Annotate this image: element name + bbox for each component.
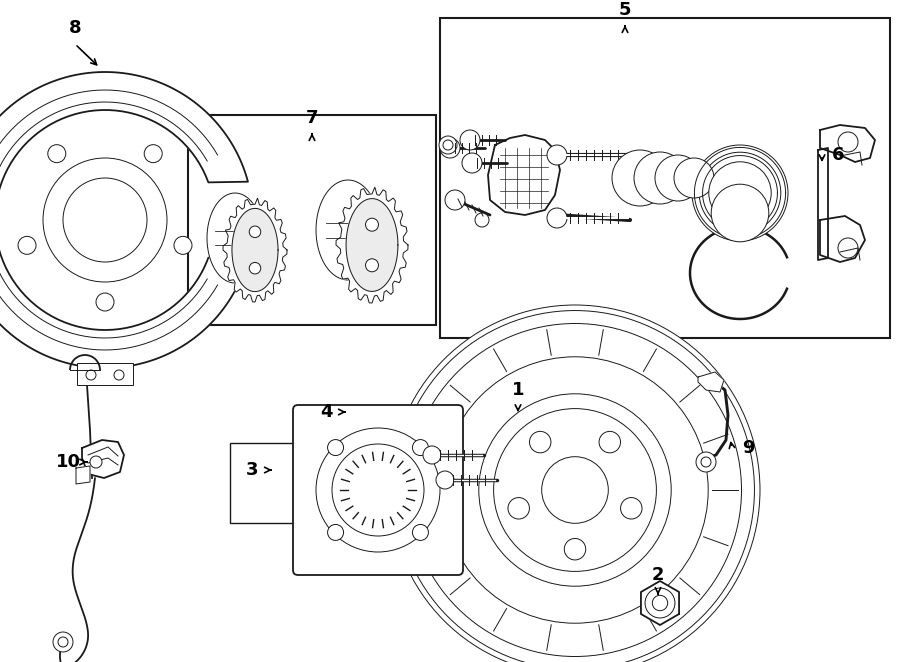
Circle shape	[462, 153, 482, 173]
Circle shape	[114, 370, 124, 380]
Text: 2: 2	[652, 566, 664, 584]
Polygon shape	[346, 199, 398, 291]
Text: 5: 5	[619, 1, 631, 19]
Polygon shape	[207, 193, 263, 283]
Circle shape	[493, 408, 656, 571]
FancyBboxPatch shape	[293, 405, 463, 575]
Circle shape	[18, 236, 36, 254]
Circle shape	[48, 145, 66, 163]
Text: 10: 10	[56, 453, 80, 471]
Bar	[440, 18, 890, 338]
Circle shape	[701, 457, 711, 467]
Circle shape	[53, 632, 73, 652]
Polygon shape	[641, 581, 680, 625]
Circle shape	[63, 178, 147, 262]
Circle shape	[599, 432, 620, 453]
Circle shape	[475, 213, 489, 227]
Circle shape	[390, 305, 760, 662]
Polygon shape	[488, 135, 560, 215]
Circle shape	[409, 324, 742, 657]
Circle shape	[412, 524, 428, 540]
Polygon shape	[76, 466, 90, 484]
Circle shape	[86, 370, 96, 380]
Polygon shape	[82, 440, 124, 478]
Circle shape	[316, 428, 440, 552]
Polygon shape	[336, 187, 408, 303]
Circle shape	[692, 145, 788, 241]
Polygon shape	[316, 180, 380, 280]
Circle shape	[249, 226, 261, 238]
Circle shape	[332, 444, 424, 536]
Polygon shape	[232, 209, 278, 291]
Circle shape	[144, 145, 162, 163]
Circle shape	[564, 538, 586, 560]
Circle shape	[43, 158, 167, 282]
Circle shape	[696, 452, 716, 472]
Circle shape	[711, 184, 769, 242]
Circle shape	[460, 130, 480, 150]
Circle shape	[436, 471, 454, 489]
Circle shape	[365, 259, 379, 272]
Circle shape	[634, 152, 686, 204]
Circle shape	[652, 595, 668, 611]
Circle shape	[612, 150, 668, 206]
Polygon shape	[698, 372, 724, 392]
Polygon shape	[820, 125, 875, 162]
Polygon shape	[0, 72, 248, 368]
Text: 6: 6	[832, 146, 844, 164]
Circle shape	[645, 588, 675, 618]
Bar	[230, 443, 342, 523]
Circle shape	[249, 262, 261, 274]
Text: 8: 8	[68, 19, 81, 37]
Text: 9: 9	[742, 439, 754, 457]
Circle shape	[328, 524, 344, 540]
Circle shape	[699, 152, 781, 234]
Circle shape	[412, 440, 428, 455]
Bar	[188, 115, 436, 325]
Circle shape	[655, 155, 701, 201]
Circle shape	[838, 132, 858, 152]
Circle shape	[174, 236, 192, 254]
Circle shape	[838, 238, 858, 258]
Text: 7: 7	[306, 109, 319, 127]
Circle shape	[479, 394, 671, 586]
Circle shape	[674, 158, 714, 198]
Polygon shape	[818, 148, 828, 260]
Polygon shape	[223, 198, 287, 302]
Circle shape	[328, 440, 344, 455]
Circle shape	[442, 357, 708, 623]
Circle shape	[423, 446, 441, 464]
Circle shape	[621, 498, 642, 519]
Circle shape	[445, 190, 465, 210]
Bar	[77, 363, 133, 385]
Text: 3: 3	[246, 461, 258, 479]
Text: 4: 4	[320, 403, 332, 421]
Circle shape	[90, 456, 102, 468]
Circle shape	[365, 218, 379, 231]
Circle shape	[529, 432, 551, 453]
Circle shape	[440, 138, 460, 158]
Circle shape	[547, 208, 567, 228]
Circle shape	[443, 140, 453, 150]
Circle shape	[96, 293, 114, 311]
Circle shape	[508, 498, 529, 519]
Polygon shape	[820, 216, 865, 262]
Circle shape	[709, 162, 771, 224]
Circle shape	[58, 637, 68, 647]
Text: 1: 1	[512, 381, 524, 399]
Circle shape	[547, 145, 567, 165]
Circle shape	[439, 136, 457, 154]
Circle shape	[542, 457, 608, 523]
